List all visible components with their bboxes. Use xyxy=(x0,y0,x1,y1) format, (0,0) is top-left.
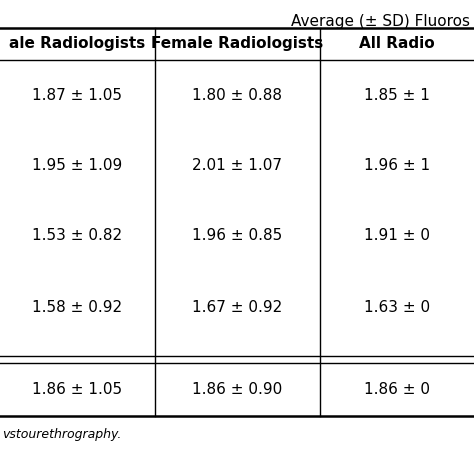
Text: 1.63 ± 0: 1.63 ± 0 xyxy=(364,301,430,316)
Text: Average (± SD) Fluoros: Average (± SD) Fluoros xyxy=(291,14,470,29)
Text: 1.86 ± 0.90: 1.86 ± 0.90 xyxy=(192,383,283,398)
Text: 1.80 ± 0.88: 1.80 ± 0.88 xyxy=(192,88,283,102)
Text: Female Radiologists: Female Radiologists xyxy=(151,36,324,51)
Text: 1.86 ± 0: 1.86 ± 0 xyxy=(364,383,430,398)
Text: 1.85 ± 1: 1.85 ± 1 xyxy=(364,88,430,102)
Text: ale Radiologists: ale Radiologists xyxy=(9,36,146,51)
Text: 2.01 ± 1.07: 2.01 ± 1.07 xyxy=(192,157,283,173)
Text: 1.95 ± 1.09: 1.95 ± 1.09 xyxy=(32,157,123,173)
Text: vstourethrography.: vstourethrography. xyxy=(2,428,121,441)
Text: 1.91 ± 0: 1.91 ± 0 xyxy=(364,228,430,243)
Text: 1.53 ± 0.82: 1.53 ± 0.82 xyxy=(32,228,123,243)
Text: 1.96 ± 1: 1.96 ± 1 xyxy=(364,157,430,173)
Text: 1.87 ± 1.05: 1.87 ± 1.05 xyxy=(33,88,122,102)
Text: 1.96 ± 0.85: 1.96 ± 0.85 xyxy=(192,228,283,243)
Text: 1.67 ± 0.92: 1.67 ± 0.92 xyxy=(192,301,283,316)
Text: 1.58 ± 0.92: 1.58 ± 0.92 xyxy=(32,301,123,316)
Text: 1.86 ± 1.05: 1.86 ± 1.05 xyxy=(32,383,123,398)
Text: All Radio: All Radio xyxy=(359,36,435,51)
